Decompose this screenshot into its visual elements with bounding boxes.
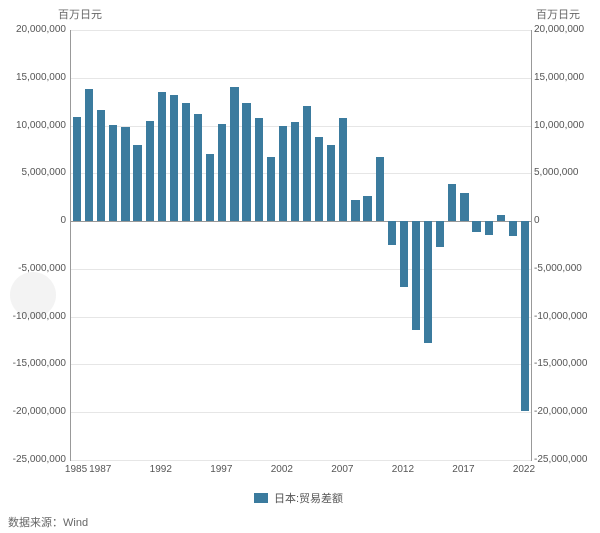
y-axis-title-left: 百万日元 (58, 6, 102, 22)
y-tick-left: -10,000,000 (13, 311, 66, 322)
y-tick-left: 20,000,000 (16, 24, 66, 35)
y-tick-right: 0 (534, 215, 540, 226)
y-tick-left: 5,000,000 (22, 167, 67, 178)
bar (194, 114, 202, 221)
legend-swatch (254, 493, 268, 503)
gridline (71, 412, 531, 413)
bar (170, 95, 178, 221)
gridline (71, 317, 531, 318)
legend: 日本:贸易差额 (254, 490, 343, 506)
bar (121, 127, 129, 222)
bar (327, 145, 335, 221)
bar (158, 92, 166, 221)
x-tick: 1992 (150, 464, 172, 475)
bar (448, 184, 456, 221)
x-tick: 1997 (210, 464, 232, 475)
x-tick: 2017 (452, 464, 474, 475)
y-tick-right: -15,000,000 (534, 358, 587, 369)
plot-area (70, 30, 532, 461)
bar (351, 200, 359, 221)
bar (267, 157, 275, 221)
gridline (71, 30, 531, 31)
y-tick-right: 15,000,000 (534, 72, 584, 83)
x-tick: 2012 (392, 464, 414, 475)
y-tick-right: -25,000,000 (534, 454, 587, 465)
y-tick-left: -25,000,000 (13, 454, 66, 465)
bar (291, 122, 299, 221)
legend-label: 日本:贸易差额 (274, 490, 343, 506)
bar (412, 221, 420, 330)
data-source: 数据来源：Wind (8, 514, 88, 530)
bar (182, 103, 190, 221)
bar (400, 221, 408, 287)
bar (485, 221, 493, 235)
y-axis-title-right: 百万日元 (536, 6, 580, 22)
bar (146, 121, 154, 221)
bar (388, 221, 396, 245)
x-tick: 1987 (89, 464, 111, 475)
bar (303, 106, 311, 221)
bar (472, 221, 480, 232)
bar (279, 126, 287, 222)
x-tick: 2022 (513, 464, 535, 475)
y-tick-left: -20,000,000 (13, 406, 66, 417)
bar (73, 117, 81, 221)
bar (109, 125, 117, 222)
bar (255, 118, 263, 221)
gridline (71, 78, 531, 79)
y-tick-left: 15,000,000 (16, 72, 66, 83)
chart-container: 百万日元 百万日元 日本:贸易差额 数据来源：Wind 20,000,000 20… (0, 0, 600, 533)
x-tick: 2007 (331, 464, 353, 475)
y-tick-right: 5,000,000 (534, 167, 579, 178)
gridline (71, 269, 531, 270)
y-tick-right: -5,000,000 (534, 263, 582, 274)
zero-line (71, 221, 531, 222)
y-tick-right: -10,000,000 (534, 311, 587, 322)
bar (460, 193, 468, 221)
gridline (71, 126, 531, 127)
bar (97, 110, 105, 221)
bar (133, 145, 141, 221)
bar (376, 157, 384, 221)
y-tick-right: -20,000,000 (534, 406, 587, 417)
x-tick: 2002 (271, 464, 293, 475)
y-tick-left: -15,000,000 (13, 358, 66, 369)
y-tick-left: 10,000,000 (16, 120, 66, 131)
y-tick-left: -5,000,000 (18, 263, 66, 274)
bar (315, 137, 323, 221)
bar (85, 89, 93, 221)
y-tick-left: 0 (60, 215, 66, 226)
bar (339, 118, 347, 221)
bar (206, 154, 214, 221)
bar (521, 221, 529, 411)
bar (424, 221, 432, 343)
bar (497, 215, 505, 221)
x-tick: 1985 (65, 464, 87, 475)
bar (230, 87, 238, 221)
bar (436, 221, 444, 247)
gridline (71, 364, 531, 365)
gridline (71, 460, 531, 461)
y-tick-right: 20,000,000 (534, 24, 584, 35)
bar (218, 124, 226, 221)
bar (509, 221, 517, 236)
y-tick-right: 10,000,000 (534, 120, 584, 131)
bar (363, 196, 371, 221)
bar (242, 103, 250, 221)
